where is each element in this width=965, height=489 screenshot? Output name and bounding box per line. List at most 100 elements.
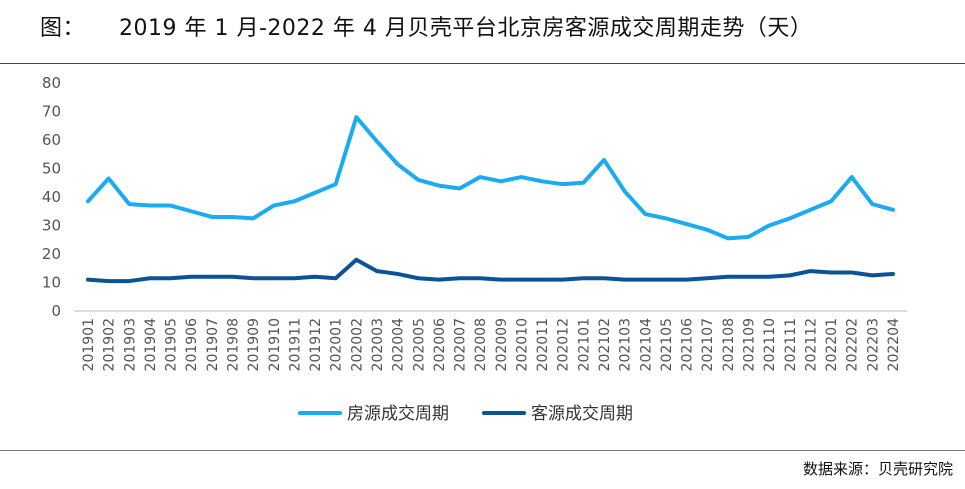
x-tick-label: 202202: [845, 318, 861, 371]
x-tick-label: 202007: [453, 318, 469, 371]
y-tick-label: 60: [42, 131, 61, 149]
data-point: [705, 228, 709, 232]
data-point: [127, 202, 131, 206]
data-point: [272, 203, 276, 208]
data-point: [561, 278, 565, 282]
x-tick-label: 202006: [432, 318, 448, 372]
title-text: 2019 年 1 月-2022 年 4 月贝壳平台北京房客源成交周期走势（天）: [119, 16, 813, 41]
data-point: [334, 182, 338, 186]
x-tick-label: 202009: [494, 318, 510, 371]
x-tick-label: 201901: [81, 318, 97, 371]
data-point: [457, 186, 462, 191]
data-point: [168, 203, 173, 208]
data-point: [251, 216, 255, 220]
data-point: [396, 162, 400, 166]
data-point: [726, 236, 730, 240]
data-point: [457, 276, 462, 280]
data-point: [561, 182, 565, 186]
legend-label-1: 房源成交周期: [347, 404, 449, 424]
legend: 房源成交周期 客源成交周期: [298, 404, 633, 424]
x-tick-label: 202107: [700, 318, 716, 371]
x-tick-label: 201902: [102, 318, 118, 371]
x-tick-label: 202004: [391, 318, 407, 372]
y-tick-label: 10: [42, 274, 61, 292]
x-tick-label: 202111: [783, 318, 799, 371]
x-tick-label: 201905: [164, 318, 180, 371]
data-point: [148, 276, 152, 280]
y-axis: 0 10 20 30 40 50 60 70 80: [42, 74, 61, 320]
title-label: 图：: [40, 16, 86, 41]
data-point: [416, 178, 420, 182]
data-point: [478, 175, 482, 179]
data-point: [643, 278, 647, 282]
y-tick-label: 50: [42, 160, 61, 178]
data-point: [478, 276, 482, 280]
data-point: [107, 176, 111, 181]
data-point: [292, 199, 297, 203]
data-point: [891, 208, 895, 212]
x-tick-label: 201908: [225, 318, 241, 371]
data-point: [251, 276, 255, 280]
data-point: [354, 115, 358, 119]
data-point: [168, 276, 173, 280]
data-point: [499, 278, 503, 282]
x-tick-label: 202002: [349, 318, 365, 371]
y-tick-label: 20: [42, 245, 61, 263]
data-point: [623, 278, 627, 282]
x-tick-label: 201912: [308, 318, 324, 371]
data-point: [107, 279, 111, 283]
x-tick-label: 202003: [370, 318, 386, 371]
x-tick-label: 202102: [597, 318, 613, 371]
data-point: [292, 276, 297, 280]
bottom-divider: [0, 450, 965, 451]
x-tick-label: 202110: [762, 318, 778, 371]
x-tick-label: 201906: [184, 318, 200, 372]
y-tick-label: 30: [42, 217, 61, 235]
data-point: [788, 273, 792, 277]
data-point: [602, 276, 606, 280]
data-point: [829, 270, 833, 275]
y-tick-label: 80: [42, 74, 61, 92]
series-line-1: [86, 115, 895, 241]
data-point: [891, 272, 895, 276]
data-point: [375, 269, 379, 273]
x-tick-label: 202109: [742, 318, 758, 371]
data-point: [850, 175, 854, 179]
y-tick-label: 40: [42, 188, 61, 206]
data-point: [519, 278, 524, 282]
data-point: [396, 272, 400, 276]
data-point: [705, 276, 709, 280]
x-axis: 201901 201902 201903 201904 201905 201906 2019…: [81, 318, 902, 372]
data-point: [334, 276, 338, 280]
data-point: [870, 202, 874, 206]
x-tick-label: 202203: [865, 318, 881, 371]
data-point: [230, 275, 235, 279]
chart-title: 图： 2019 年 1 月-2022 年 4 月贝壳平台北京房客源成交周期走势（天…: [40, 10, 812, 42]
data-point: [375, 139, 379, 144]
x-tick-label: 202104: [638, 318, 654, 372]
x-tick-label: 202010: [514, 318, 530, 371]
data-point: [664, 278, 668, 282]
data-point: [210, 215, 214, 219]
x-tick-label: 202011: [535, 318, 551, 371]
x-tick-label: 202012: [556, 318, 572, 371]
x-tick-label: 202001: [329, 318, 345, 371]
data-point: [540, 179, 544, 183]
data-point: [726, 275, 730, 279]
data-point: [664, 216, 668, 220]
x-tick-label: 202112: [803, 318, 819, 371]
data-point: [189, 209, 193, 213]
data-point: [230, 215, 235, 219]
x-tick-label: 202105: [659, 318, 675, 371]
y-tick-label: 70: [42, 103, 61, 121]
series-line-2: [86, 257, 895, 284]
series-lines: [86, 115, 895, 284]
data-point: [643, 212, 647, 216]
data-point: [437, 184, 441, 188]
data-point: [808, 208, 813, 212]
x-tick-label: 202204: [886, 318, 902, 372]
x-tick-label: 201910: [267, 318, 283, 371]
x-tick-label: 202103: [618, 318, 634, 371]
legend-label-2: 客源成交周期: [531, 404, 633, 424]
data-point: [148, 203, 152, 208]
